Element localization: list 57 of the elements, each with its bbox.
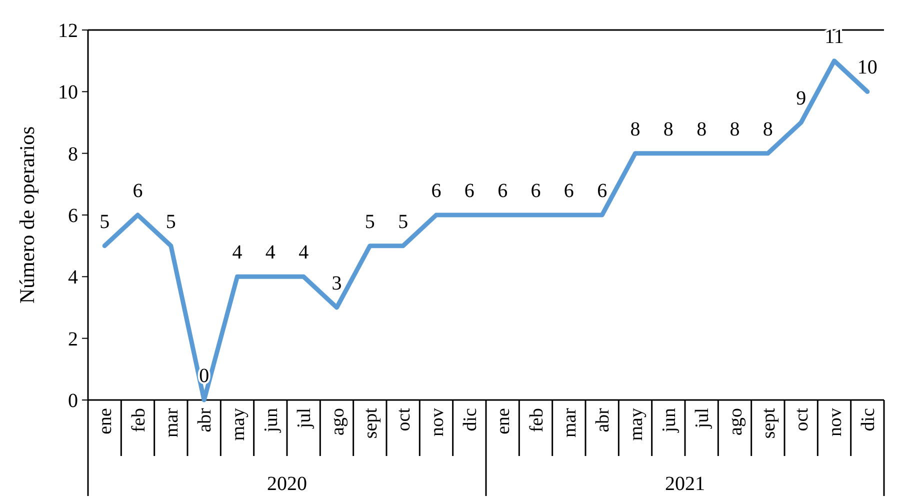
x-tick-label: ago	[725, 408, 746, 436]
data-label: 8	[696, 118, 707, 140]
data-label: 8	[663, 118, 674, 140]
x-tick-label: jun	[261, 408, 282, 434]
data-label: 8	[762, 118, 773, 140]
x-tick-label: dic	[460, 408, 482, 432]
data-label: 4	[298, 242, 309, 264]
data-label: 4	[232, 242, 242, 264]
text: 2020	[267, 473, 307, 495]
x-tick-label: oct	[394, 407, 415, 432]
y-tick-label: 10	[58, 82, 78, 104]
x-tick-label: nov	[824, 408, 846, 436]
data-label: 6	[530, 180, 541, 202]
data-label: 5	[398, 210, 408, 233]
x-tick-label: jul	[294, 408, 316, 430]
x-tick-label: may	[626, 408, 647, 441]
data-label: 6	[564, 180, 574, 202]
data-label: 11	[824, 26, 844, 48]
x-tick-label: nov	[426, 408, 448, 436]
x-tick-label: ago	[327, 408, 348, 436]
data-label: 6	[464, 180, 474, 202]
data-label: 5	[166, 210, 176, 233]
x-tick-label: ene	[95, 408, 116, 434]
x-tick-label: jul	[692, 408, 714, 430]
y-tick-label: 6	[68, 205, 78, 227]
data-label: 5	[364, 210, 375, 233]
data-label: 10	[857, 56, 878, 79]
x-tick-label: dic	[858, 408, 880, 432]
x-tick-label: sept	[360, 407, 382, 439]
y-tick-label: 0	[68, 390, 78, 412]
data-label: 6	[431, 180, 442, 202]
x-tick-label: mar	[162, 407, 183, 438]
x-tick-label: feb	[128, 408, 150, 432]
x-tick-label: abr	[194, 407, 216, 432]
x-tick-label: sept	[758, 407, 780, 439]
x-tick-label: feb	[526, 408, 548, 432]
data-label: 3	[332, 272, 342, 294]
x-tick-label: oct	[792, 407, 813, 432]
x-tick-label: mar	[560, 407, 581, 438]
data-label: 5	[100, 210, 110, 233]
y-tick-label: 12	[58, 20, 78, 42]
data-label: 6	[498, 180, 508, 202]
y-axis-title: Número de operarios	[15, 126, 39, 304]
data-label: 9	[796, 88, 806, 110]
x-tick-label: abr	[592, 407, 614, 432]
x-tick-label: may	[228, 408, 249, 441]
data-label: 6	[597, 180, 608, 202]
x-tick-label: jun	[659, 408, 680, 434]
y-tick-label: 2	[68, 328, 78, 350]
data-label: 4	[265, 242, 276, 264]
data-label: 8	[730, 118, 740, 140]
data-label: 6	[132, 180, 143, 202]
x-tick-label: ene	[493, 408, 514, 434]
data-label: 8	[630, 118, 640, 140]
y-tick-label: 4	[68, 266, 78, 289]
text: 2021	[665, 473, 705, 495]
y-tick-label: 8	[68, 143, 78, 166]
